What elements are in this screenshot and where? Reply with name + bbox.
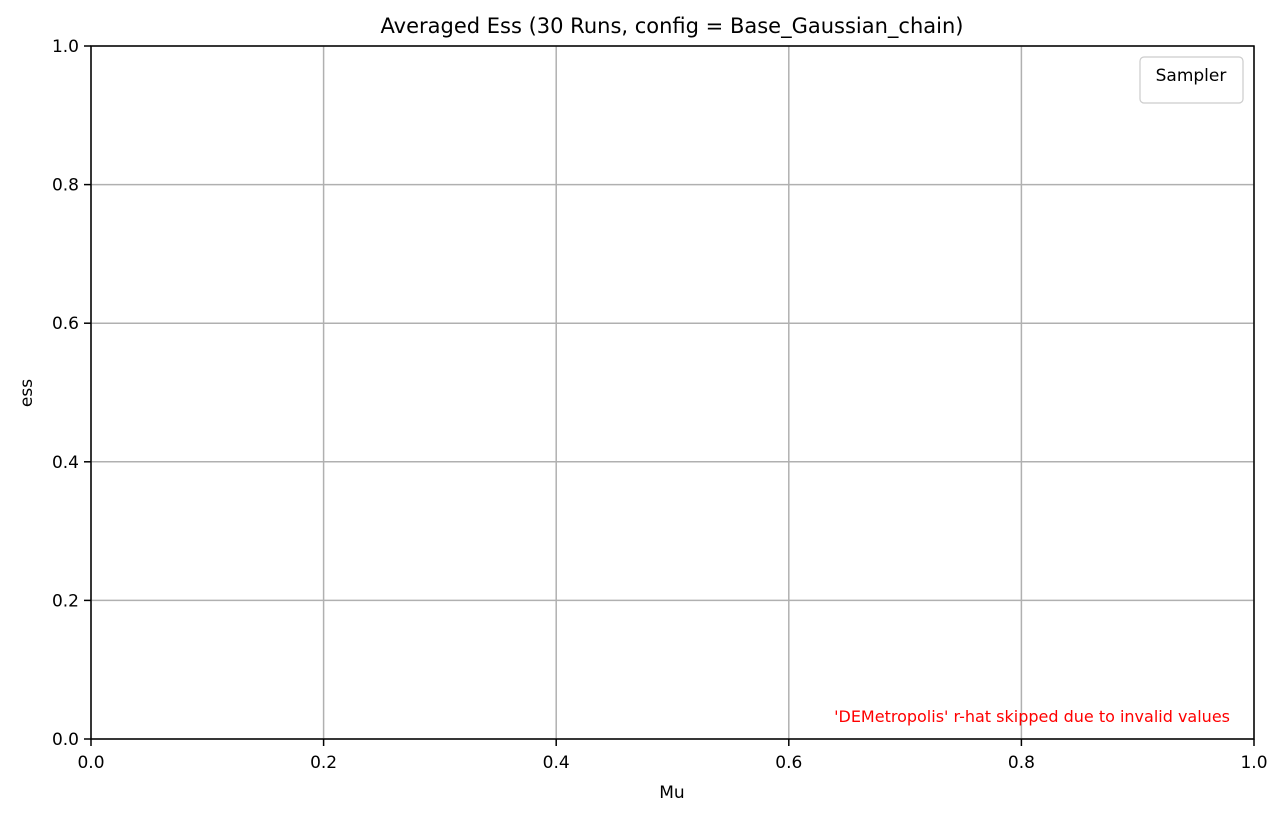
chart-title: Averaged Ess (30 Runs, config = Base_Gau… <box>381 14 964 39</box>
axis-ticks: 0.0 0.2 0.4 0.6 0.8 1.0 0.0 0.2 0.4 0.6 0.8 1.0 <box>52 37 1268 773</box>
x-tick-label: 0.0 <box>77 753 104 773</box>
x-tick-label: 0.6 <box>775 753 802 773</box>
x-tick-label: 0.2 <box>310 753 337 773</box>
y-tick-label: 0.0 <box>52 730 79 750</box>
x-tick-label: 1.0 <box>1240 753 1267 773</box>
x-axis-label: Mu <box>659 783 684 803</box>
y-tick-label: 0.2 <box>52 591 79 611</box>
legend-title: Sampler <box>1156 66 1227 86</box>
y-axis-label: ess <box>17 379 37 407</box>
x-tick-label: 0.4 <box>543 753 570 773</box>
y-tick-label: 0.8 <box>52 176 79 196</box>
y-tick-label: 1.0 <box>52 37 79 57</box>
legend: Sampler <box>1139 56 1244 104</box>
y-tick-label: 0.6 <box>52 314 79 334</box>
x-tick-label: 0.8 <box>1008 753 1035 773</box>
legend-frame <box>1139 56 1244 104</box>
y-tick-label: 0.4 <box>52 453 79 473</box>
grid-lines <box>90 45 1255 740</box>
skipped-sampler-note: 'DEMetropolis' r-hat skipped due to inva… <box>834 707 1230 726</box>
plot-area-frame <box>90 45 1255 740</box>
